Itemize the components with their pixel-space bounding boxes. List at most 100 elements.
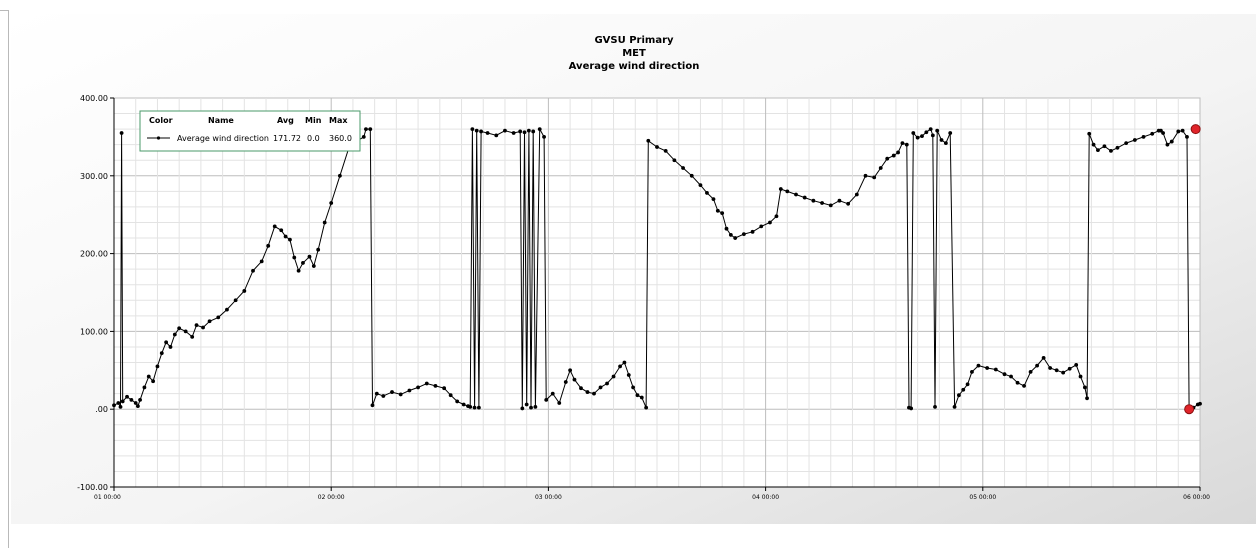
- data-point: [242, 289, 247, 293]
- data-point: [976, 363, 981, 368]
- data-point: [116, 401, 121, 405]
- data-point: [316, 247, 321, 252]
- data-point: [476, 405, 481, 410]
- data-point: [424, 381, 429, 386]
- y-axis-ticks: 400.00 300.00 200.00 100.00 .00 -100.00: [77, 94, 114, 492]
- data-point: [1085, 396, 1089, 401]
- data-point: [370, 403, 375, 408]
- data-point: [142, 385, 147, 390]
- data-point: [368, 127, 373, 132]
- data-point: [711, 197, 716, 202]
- data-point: [1022, 383, 1026, 388]
- data-point: [183, 329, 188, 334]
- y-tick-label: -100.00: [77, 483, 108, 492]
- data-point: [928, 127, 933, 132]
- x-tick-label: 01 00:00: [94, 494, 121, 501]
- data-point: [724, 226, 729, 231]
- x-tick-label: 06 00:00: [1183, 494, 1210, 501]
- data-point: [1109, 149, 1113, 153]
- data-point: [794, 192, 798, 197]
- data-point: [655, 145, 659, 149]
- data-point: [1082, 385, 1087, 390]
- data-point: [168, 345, 173, 349]
- data-point: [639, 395, 644, 400]
- data-point: [216, 315, 221, 320]
- data-point: [1054, 368, 1059, 373]
- data-point: [935, 128, 940, 133]
- data-point: [1028, 369, 1033, 374]
- data-point: [194, 323, 199, 328]
- data-point: [1124, 141, 1129, 146]
- data-point: [381, 394, 386, 398]
- data-point: [1074, 362, 1079, 367]
- data-point: [125, 394, 129, 399]
- data-point: [885, 156, 890, 161]
- data-point: [511, 131, 516, 135]
- data-point: [915, 135, 920, 140]
- data-point: [470, 127, 475, 132]
- data-point: [948, 131, 953, 135]
- data-point: [943, 141, 948, 146]
- data-point: [472, 405, 477, 410]
- data-point: [611, 374, 616, 379]
- highlight-points: [1184, 124, 1201, 415]
- data-point: [133, 401, 138, 405]
- data-point: [909, 406, 914, 411]
- data-point: [474, 128, 479, 133]
- data-point: [622, 360, 627, 365]
- data-point: [557, 401, 562, 405]
- data-point: [537, 127, 542, 132]
- data-point: [398, 392, 403, 397]
- data-point: [572, 377, 577, 382]
- data-point: [568, 368, 573, 373]
- data-point: [259, 259, 264, 264]
- data-point: [985, 366, 990, 370]
- data-point: [292, 255, 297, 260]
- data-point: [1061, 370, 1066, 375]
- data-point: [364, 127, 368, 132]
- x-tick-label: 02 00:00: [318, 494, 345, 501]
- data-point: [177, 326, 182, 331]
- highlight-point: [1190, 124, 1201, 135]
- data-point: [579, 386, 583, 391]
- x-tick-label: 03 00:00: [535, 494, 562, 501]
- data-point: [1015, 380, 1020, 385]
- data-point: [957, 393, 961, 398]
- data-point: [961, 387, 966, 392]
- data-point: [811, 198, 816, 203]
- data-point: [550, 391, 555, 396]
- highlight-point: [1184, 404, 1195, 415]
- data-point: [846, 201, 851, 206]
- data-point: [1165, 142, 1170, 147]
- data-point: [361, 135, 366, 139]
- data-point: [433, 383, 438, 388]
- data-point: [715, 208, 720, 213]
- data-point: [896, 150, 900, 155]
- data-point: [705, 191, 709, 195]
- data-point: [563, 380, 568, 384]
- data-point: [172, 332, 177, 337]
- data-point: [768, 220, 772, 225]
- legend-header-name: Name: [208, 116, 234, 125]
- data-point: [146, 374, 151, 379]
- data-point: [970, 369, 974, 374]
- legend: Color Name Avg Min Max Average wind dire…: [139, 110, 361, 152]
- data-point: [503, 128, 507, 133]
- data-point: [1169, 139, 1174, 144]
- data-point: [225, 307, 229, 312]
- data-point: [644, 405, 649, 410]
- data-point: [544, 397, 549, 402]
- y-tick-label: 400.00: [80, 94, 108, 103]
- data-point: [930, 133, 935, 138]
- data-point: [728, 233, 733, 237]
- legend-header-max: Max: [329, 116, 348, 125]
- data-point: [164, 340, 169, 345]
- data-point: [592, 391, 596, 396]
- data-point: [965, 382, 970, 387]
- data-point: [1115, 145, 1120, 150]
- data-point: [828, 203, 833, 208]
- data-point: [455, 399, 460, 404]
- data-point: [159, 351, 164, 356]
- data-point: [374, 391, 379, 396]
- legend-swatch: [147, 136, 170, 140]
